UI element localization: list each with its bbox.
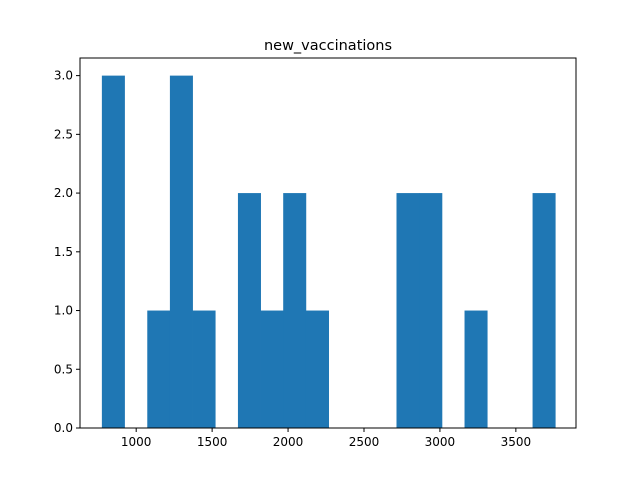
histogram-bar (260, 310, 284, 428)
histogram-bar (147, 310, 171, 428)
y-tick-label: 2.0 (54, 186, 73, 200)
x-tick-label: 2000 (273, 435, 304, 449)
y-axis: 0.0 0.5 1.0 1.5 2.0 2.5 3.0 (54, 69, 80, 435)
y-tick-label: 1.0 (54, 304, 73, 318)
x-axis: 1000 1500 2000 2500 3000 3500 (121, 428, 531, 449)
x-tick-label: 1000 (121, 435, 152, 449)
histogram-bar (101, 75, 125, 428)
histogram-bar (283, 193, 307, 428)
histogram-bar (419, 193, 443, 428)
x-tick-label: 2500 (349, 435, 380, 449)
y-tick-label: 3.0 (54, 69, 73, 83)
x-tick-label: 1500 (197, 435, 228, 449)
histogram-bar (464, 310, 488, 428)
y-tick-label: 0.0 (54, 421, 73, 435)
plot-frame (79, 57, 577, 429)
histogram-bar (532, 193, 556, 428)
histogram-bar (169, 75, 193, 428)
x-tick-label: 3500 (501, 435, 532, 449)
y-tick-label: 0.5 (54, 362, 73, 376)
chart-title: new_vaccinations (264, 38, 392, 54)
y-tick-label: 2.5 (54, 127, 73, 141)
y-tick-label: 1.5 (54, 245, 73, 259)
histogram-bar (396, 193, 420, 428)
bars-group (101, 75, 556, 428)
histogram-bar (237, 193, 261, 428)
x-tick-label: 3000 (425, 435, 456, 449)
histogram-bar (192, 310, 216, 428)
histogram-bar (305, 310, 330, 428)
